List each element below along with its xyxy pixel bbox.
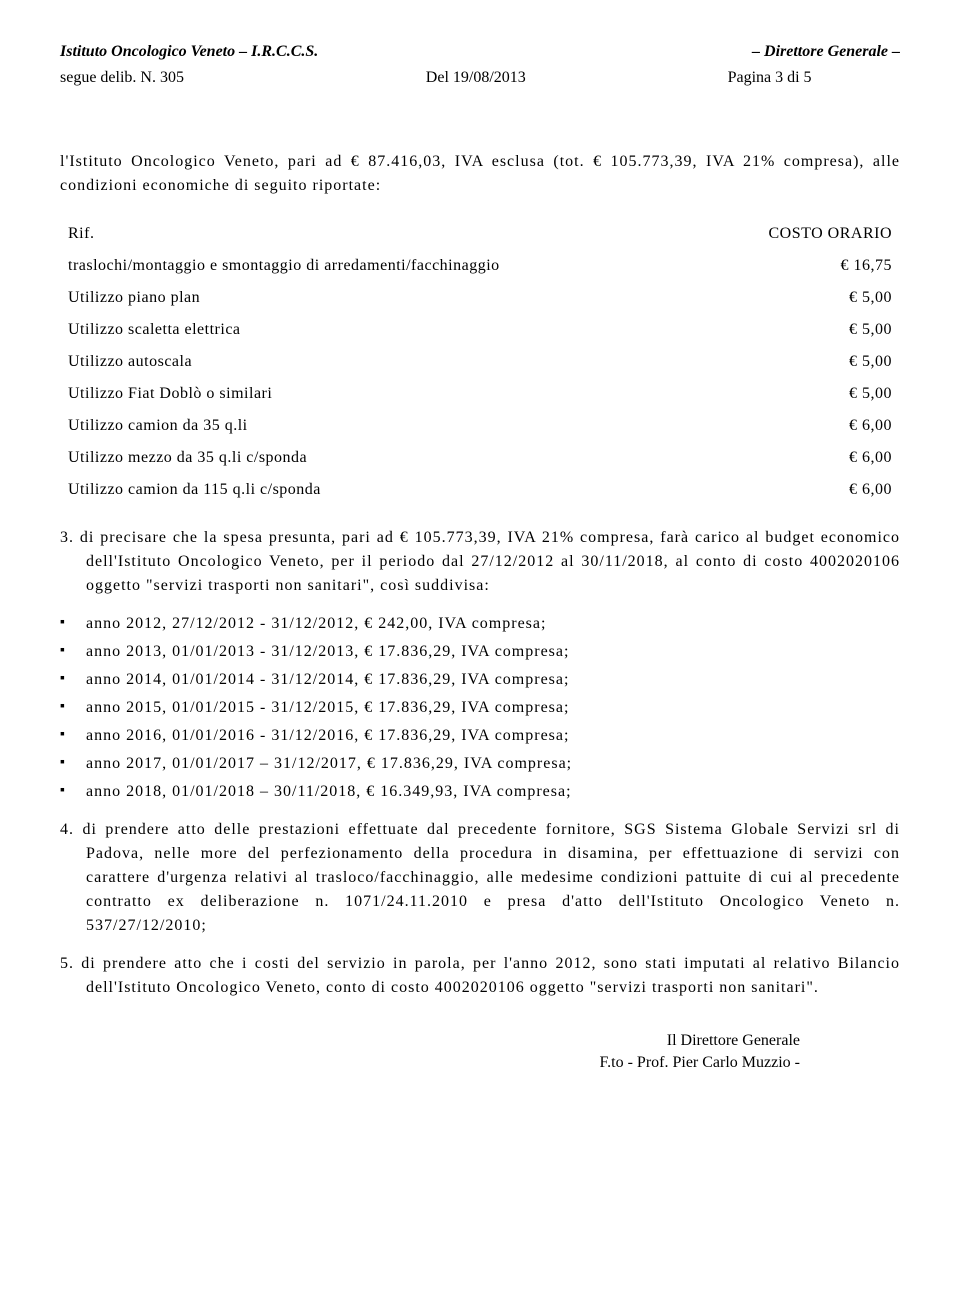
cost-label: Utilizzo camion da 35 q.li	[60, 410, 606, 442]
header-row-1: Istituto Oncologico Veneto – I.R.C.C.S. …	[60, 40, 900, 64]
year-breakdown-list: anno 2012, 27/12/2012 - 31/12/2012, € 24…	[60, 612, 900, 804]
document-date: Del 19/08/2013	[337, 66, 614, 90]
signature-block: Il Direttore Generale F.to - Prof. Pier …	[60, 1030, 900, 1075]
table-row: Utilizzo autoscala€ 5,00	[60, 346, 900, 378]
cost-label: Utilizzo scaletta elettrica	[60, 314, 606, 346]
list-item: anno 2017, 01/01/2017 – 31/12/2017, € 17…	[60, 752, 900, 776]
table-row: traslochi/montaggio e smontaggio di arre…	[60, 250, 900, 282]
list-item: anno 2015, 01/01/2015 - 31/12/2015, € 17…	[60, 696, 900, 720]
table-row: Utilizzo camion da 115 q.li c/sponda€ 6,…	[60, 474, 900, 506]
table-row: Utilizzo Fiat Doblò o similari€ 5,00	[60, 378, 900, 410]
cost-label: Utilizzo autoscala	[60, 346, 606, 378]
cost-label: Utilizzo camion da 115 q.li c/sponda	[60, 474, 606, 506]
cost-value: € 5,00	[606, 346, 900, 378]
cost-table: Rif. COSTO ORARIO traslochi/montaggio e …	[60, 218, 900, 506]
signature-name: F.to - Prof. Pier Carlo Muzzio -	[60, 1052, 800, 1074]
cost-label: Utilizzo Fiat Doblò o similari	[60, 378, 606, 410]
table-header-left: Rif.	[60, 218, 606, 250]
table-row: Utilizzo camion da 35 q.li€ 6,00	[60, 410, 900, 442]
cost-value: € 5,00	[606, 314, 900, 346]
cost-value: € 16,75	[606, 250, 900, 282]
deliberation-ref: segue delib. N. 305	[60, 66, 337, 90]
director-label: – Direttore Generale –	[752, 40, 900, 64]
cost-value: € 6,00	[606, 410, 900, 442]
point-4: 4. di prendere atto delle prestazioni ef…	[60, 818, 900, 938]
point-5: 5. di prendere atto che i costi del serv…	[60, 952, 900, 1000]
list-item: anno 2016, 01/01/2016 - 31/12/2016, € 17…	[60, 724, 900, 748]
cost-value: € 5,00	[606, 378, 900, 410]
table-row: Utilizzo piano plan€ 5,00	[60, 282, 900, 314]
cost-label: traslochi/montaggio e smontaggio di arre…	[60, 250, 606, 282]
point-3: 3. di precisare che la spesa presunta, p…	[60, 526, 900, 598]
cost-label: Utilizzo mezzo da 35 q.li c/sponda	[60, 442, 606, 474]
list-item: anno 2012, 27/12/2012 - 31/12/2012, € 24…	[60, 612, 900, 636]
intro-paragraph: l'Istituto Oncologico Veneto, pari ad € …	[60, 150, 900, 198]
header-row-2: segue delib. N. 305 Del 19/08/2013 Pagin…	[60, 66, 900, 90]
cost-value: € 6,00	[606, 474, 900, 506]
cost-label: Utilizzo piano plan	[60, 282, 606, 314]
table-header-right: COSTO ORARIO	[606, 218, 900, 250]
list-item: anno 2013, 01/01/2013 - 31/12/2013, € 17…	[60, 640, 900, 664]
list-item: anno 2018, 01/01/2018 – 30/11/2018, € 16…	[60, 780, 900, 804]
signature-title: Il Direttore Generale	[60, 1030, 800, 1052]
cost-value: € 5,00	[606, 282, 900, 314]
institute-name: Istituto Oncologico Veneto – I.R.C.C.S.	[60, 40, 318, 64]
list-item: anno 2014, 01/01/2014 - 31/12/2014, € 17…	[60, 668, 900, 692]
table-row: Utilizzo scaletta elettrica€ 5,00	[60, 314, 900, 346]
page-number: Pagina 3 di 5	[614, 66, 891, 90]
cost-value: € 6,00	[606, 442, 900, 474]
table-row: Utilizzo mezzo da 35 q.li c/sponda€ 6,00	[60, 442, 900, 474]
